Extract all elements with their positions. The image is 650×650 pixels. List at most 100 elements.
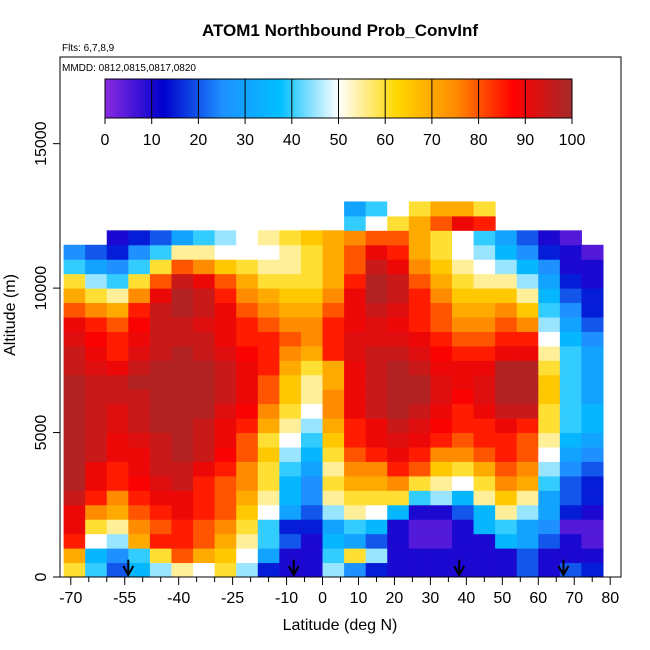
heatmap-cell [344, 230, 367, 246]
heatmap-cell [128, 374, 151, 390]
heatmap-cell [193, 533, 216, 549]
heatmap-cell [408, 374, 431, 390]
x-tick-label: 70 [565, 590, 583, 607]
heatmap-cell [322, 244, 345, 260]
heatmap-cell [322, 389, 345, 405]
heatmap-cell [322, 475, 345, 491]
heatmap-cell [430, 201, 453, 217]
heatmap-cell [451, 273, 475, 289]
heatmap-cell [171, 360, 194, 376]
heatmap-cell [279, 230, 302, 246]
heatmap-cell [171, 273, 194, 289]
heatmap-cell [85, 389, 108, 405]
heatmap-cell [322, 504, 345, 520]
heatmap-cell [322, 374, 345, 390]
heatmap-cell [63, 519, 86, 535]
heatmap-cell [344, 273, 367, 289]
heatmap-cell [430, 548, 453, 564]
heatmap-cell [495, 533, 518, 549]
heatmap-cell [559, 374, 582, 390]
heatmap-cell [322, 331, 345, 347]
heatmap-cell [344, 461, 367, 477]
heatmap-cell [516, 562, 539, 578]
heatmap-cell [257, 461, 280, 477]
heatmap-cell [106, 360, 129, 376]
heatmap-cell [387, 317, 410, 332]
heatmap-cell [300, 504, 324, 520]
heatmap-cell [451, 360, 475, 376]
heatmap-cell [257, 432, 280, 448]
heatmap-cell [365, 403, 388, 419]
heatmap-cell [387, 302, 410, 318]
heatmap-cell [516, 447, 539, 462]
heatmap-cell [149, 403, 172, 419]
heatmap-cell [193, 519, 216, 535]
heatmap-cell [322, 345, 345, 361]
heatmap-cell [408, 331, 431, 347]
heatmap-cell [365, 331, 388, 347]
heatmap-cell [473, 345, 496, 361]
heatmap-cell [538, 331, 561, 347]
heatmap-cell [149, 475, 172, 491]
heatmap-cell [581, 475, 604, 491]
heatmap-cell [322, 432, 345, 448]
heatmap-cell [149, 244, 172, 260]
heatmap-cell [473, 317, 496, 332]
heatmap-cell [257, 317, 280, 332]
heatmap-cell [128, 475, 151, 491]
heatmap-cell [63, 548, 86, 564]
heatmap-cell [171, 447, 194, 462]
heatmap-cell [495, 244, 518, 260]
heatmap-cell [322, 490, 345, 506]
heatmap-cell [300, 288, 324, 304]
colorbar-ticks: 0 10 20 30 40 50 60 70 80 90 100 [101, 79, 585, 149]
heatmap-cell [106, 389, 129, 405]
heatmap-cell [430, 360, 453, 376]
heatmap-cell [408, 345, 431, 361]
heatmap-cell [149, 447, 172, 462]
heatmap-cell [495, 461, 518, 477]
heatmap-cell [193, 273, 216, 289]
heatmap-cell [236, 244, 259, 260]
heatmap-cell [193, 548, 216, 564]
heatmap-cell [300, 259, 324, 275]
heatmap-cell [408, 201, 431, 217]
heatmap-cell [408, 403, 431, 419]
heatmap-cell [387, 345, 410, 361]
x-tick-label: -40 [167, 590, 190, 607]
heatmap-cell [538, 273, 561, 289]
heatmap-cell [495, 331, 518, 347]
heatmap-cell [193, 562, 216, 578]
heatmap-cell [106, 273, 129, 289]
heatmap-cell [581, 374, 604, 390]
heatmap-cell [451, 215, 475, 231]
heatmap-cell [408, 533, 431, 549]
heatmap-cell [516, 345, 539, 361]
heatmap-cell [365, 244, 388, 260]
x-tick-label: 50 [493, 590, 511, 607]
heatmap-cell [344, 519, 367, 535]
x-axis: -70 -55 -40 -25 -10 0 10 20 30 40 50 60 70 80 [59, 577, 619, 607]
heatmap-cell [171, 403, 194, 419]
heatmap-cell [581, 504, 604, 520]
heatmap-cell [559, 273, 582, 289]
heatmap-cell [300, 548, 324, 564]
heatmap-cell [581, 548, 604, 564]
heatmap-cell [171, 317, 194, 332]
heatmap-cell [106, 345, 129, 361]
heatmap-cell [257, 244, 280, 260]
heatmap-cell [279, 519, 302, 535]
heatmap-cell [63, 360, 86, 376]
heatmap-cell [300, 562, 324, 578]
heatmap-cell [171, 389, 194, 405]
heatmap-cell [214, 447, 237, 462]
heatmap-cell [365, 374, 388, 390]
chart-title: ATOM1 Northbound Prob_ConvInf [202, 21, 478, 40]
heatmap-cell [171, 418, 194, 434]
heatmap-cell [85, 360, 108, 376]
heatmap-cell [257, 447, 280, 462]
heatmap-cell [300, 273, 324, 289]
x-tick-label: -25 [221, 590, 244, 607]
heatmap-cell [193, 504, 216, 520]
heatmap-cell [171, 302, 194, 318]
